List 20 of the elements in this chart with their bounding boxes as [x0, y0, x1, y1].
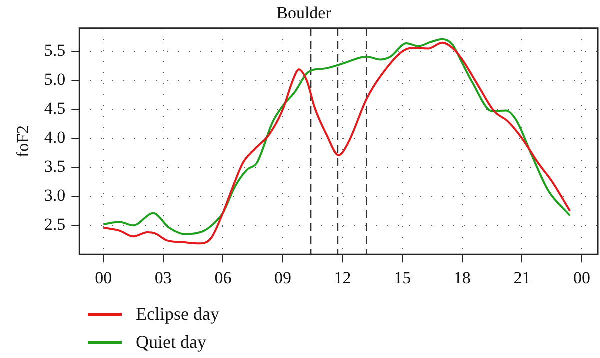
x-tick-label: 06	[214, 268, 232, 288]
y-tick-label: 2.5	[44, 215, 66, 234]
legend-label: Quiet day	[136, 332, 206, 352]
x-tick-label: 00	[95, 268, 112, 288]
y-tick-label: 3.0	[44, 186, 66, 206]
x-tick-label: 00	[574, 268, 591, 288]
chart-title: Boulder	[276, 4, 332, 23]
x-tick-label: 12	[334, 268, 352, 288]
y-tick-label: 4.0	[44, 128, 66, 148]
x-tick-label: 21	[514, 268, 531, 288]
y-tick-label: 4.5	[44, 99, 66, 118]
x-tick-label: 15	[394, 268, 412, 288]
x-tick-label: 09	[274, 268, 292, 288]
y-tick-label: 3.5	[44, 157, 66, 176]
x-tick-label: 03	[154, 268, 172, 288]
y-tick-label: 5.0	[44, 70, 66, 90]
y-axis-title: foF2	[14, 125, 33, 158]
y-tick-label: 5.5	[44, 41, 66, 60]
x-tick-label: 18	[454, 268, 471, 288]
legend-label: Eclipse day	[136, 304, 220, 324]
